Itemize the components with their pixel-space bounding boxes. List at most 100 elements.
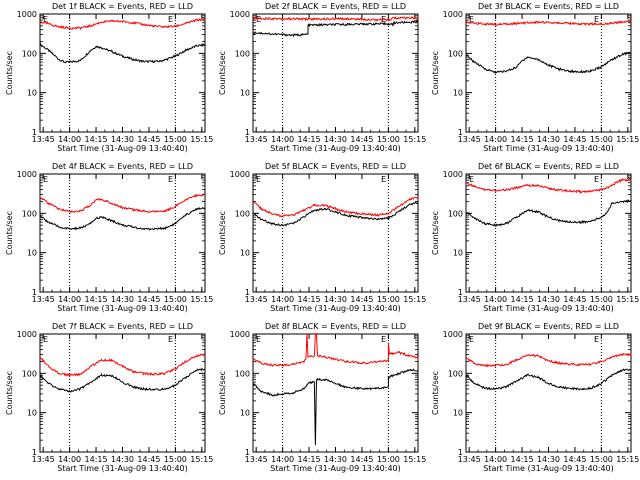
x-tick-label: 13:45: [245, 295, 268, 304]
x-tick-label: 14:00: [484, 135, 507, 144]
event-marker-label: E: [168, 175, 173, 184]
y-axis-label: Counts/sec: [5, 371, 14, 415]
y-tick-label: 100: [22, 209, 37, 218]
y-tick-label: 1: [32, 288, 37, 297]
x-axis-label: Start Time (31-Aug-09 13:40:40): [483, 304, 614, 313]
x-tick-label: 13:45: [245, 135, 268, 144]
x-tick-label: 15:00: [164, 455, 187, 464]
x-tick-label: 14:45: [137, 135, 160, 144]
y-tick-label: 10: [27, 409, 37, 418]
y-tick-label: 100: [22, 369, 37, 378]
x-axis-label: Start Time (31-Aug-09 13:40:40): [57, 144, 188, 153]
x-tick-label: 15:15: [190, 295, 213, 304]
x-tick-label: 13:45: [458, 295, 481, 304]
x-tick-label: 14:45: [350, 295, 373, 304]
plot-frame: [39, 173, 206, 293]
chart-panel-8: Det 8f BLACK = Events, RED = LLD 1 10 100 10…: [218, 322, 426, 473]
y-tick-label: 1000: [443, 330, 463, 339]
events-series-line: [465, 51, 632, 75]
lld-series-line: [39, 193, 206, 214]
y-tick-label: 1: [245, 448, 250, 457]
y-tick-label: 100: [448, 49, 463, 58]
lld-series-line: [465, 20, 632, 27]
event-marker-label: E: [168, 15, 173, 24]
event-marker-label: E: [469, 175, 474, 184]
x-tick-label: 15:15: [403, 455, 426, 464]
y-tick-label: 10: [27, 89, 37, 98]
y-tick-label: 10: [453, 89, 463, 98]
x-tick-label: 14:30: [537, 135, 560, 144]
x-tick-label: 13:45: [32, 135, 55, 144]
x-tick-label: 15:15: [616, 135, 639, 144]
plot-frame: [465, 173, 632, 293]
y-tick-label: 100: [448, 209, 463, 218]
y-tick-label: 1: [458, 448, 463, 457]
chart-panel-9: Det 9f BLACK = Events, RED = LLD 1 10 100 10…: [431, 322, 639, 473]
y-tick-label: 1000: [230, 170, 250, 179]
x-tick-label: 15:15: [190, 455, 213, 464]
y-tick-label: 1000: [17, 10, 37, 19]
y-tick-label: 1000: [230, 10, 250, 19]
x-tick-label: 15:00: [590, 295, 613, 304]
y-axis-label: Counts/sec: [5, 51, 14, 95]
plot-frame: [252, 173, 419, 293]
x-tick-label: 14:00: [58, 455, 81, 464]
y-tick-label: 10: [240, 89, 250, 98]
x-tick-label: 14:15: [298, 455, 321, 464]
chart-title: Det 6f BLACK = Events, RED = LLD: [478, 162, 619, 171]
x-tick-label: 14:00: [271, 135, 294, 144]
event-marker-label: E: [594, 15, 599, 24]
x-axis-label: Start Time (31-Aug-09 13:40:40): [483, 464, 614, 473]
x-axis-label: Start Time (31-Aug-09 13:40:40): [270, 144, 401, 153]
x-tick-label: 14:45: [350, 135, 373, 144]
y-tick-label: 10: [453, 249, 463, 258]
plot-frame: [39, 333, 206, 453]
x-tick-label: 15:15: [403, 135, 426, 144]
y-tick-label: 1: [245, 288, 250, 297]
y-tick-label: 1: [245, 128, 250, 137]
y-tick-label: 100: [235, 49, 250, 58]
y-axis-label: Counts/sec: [431, 51, 440, 95]
x-tick-label: 14:00: [58, 295, 81, 304]
x-axis-label: Start Time (31-Aug-09 13:40:40): [57, 464, 188, 473]
y-tick-label: 1000: [17, 170, 37, 179]
events-series-line: [39, 367, 206, 393]
events-series-line: [465, 368, 632, 391]
chart-panel-7: Det 7f BLACK = Events, RED = LLD 1 10 100 10…: [5, 322, 213, 473]
x-tick-label: 14:30: [111, 135, 134, 144]
x-tick-label: 14:45: [350, 455, 373, 464]
event-marker-label: E: [256, 175, 261, 184]
events-series-line: [39, 42, 206, 64]
x-axis-label: Start Time (31-Aug-09 13:40:40): [483, 144, 614, 153]
chart-title: Det 9f BLACK = Events, RED = LLD: [478, 322, 619, 331]
chart-panel-4: Det 4f BLACK = Events, RED = LLD 1 10 100 10…: [5, 162, 213, 313]
event-marker-label: E: [469, 15, 474, 24]
x-tick-label: 15:00: [377, 455, 400, 464]
x-tick-label: 14:15: [511, 135, 534, 144]
y-tick-label: 1000: [443, 10, 463, 19]
x-tick-label: 14:00: [58, 135, 81, 144]
lld-series-line: [465, 352, 632, 368]
x-tick-label: 14:00: [484, 295, 507, 304]
lld-series-line: [252, 16, 419, 22]
x-tick-label: 15:00: [590, 455, 613, 464]
event-marker-label: E: [381, 175, 386, 184]
y-tick-label: 1: [32, 128, 37, 137]
event-marker-label: E: [594, 335, 599, 344]
y-axis-label: Counts/sec: [431, 371, 440, 415]
event-marker-label: E: [256, 335, 261, 344]
chart-title: Det 2f BLACK = Events, RED = LLD: [265, 2, 406, 11]
x-tick-label: 13:45: [32, 455, 55, 464]
x-tick-label: 14:00: [271, 455, 294, 464]
events-series-line: [252, 368, 419, 446]
y-tick-label: 1000: [17, 330, 37, 339]
x-tick-label: 14:45: [137, 455, 160, 464]
y-axis-label: Counts/sec: [218, 211, 227, 255]
chart-title: Det 5f BLACK = Events, RED = LLD: [265, 162, 406, 171]
x-tick-label: 15:15: [616, 295, 639, 304]
chart-title: Det 8f BLACK = Events, RED = LLD: [265, 322, 406, 331]
event-marker-label: E: [43, 15, 48, 24]
x-tick-label: 15:15: [403, 295, 426, 304]
y-tick-label: 1000: [443, 170, 463, 179]
